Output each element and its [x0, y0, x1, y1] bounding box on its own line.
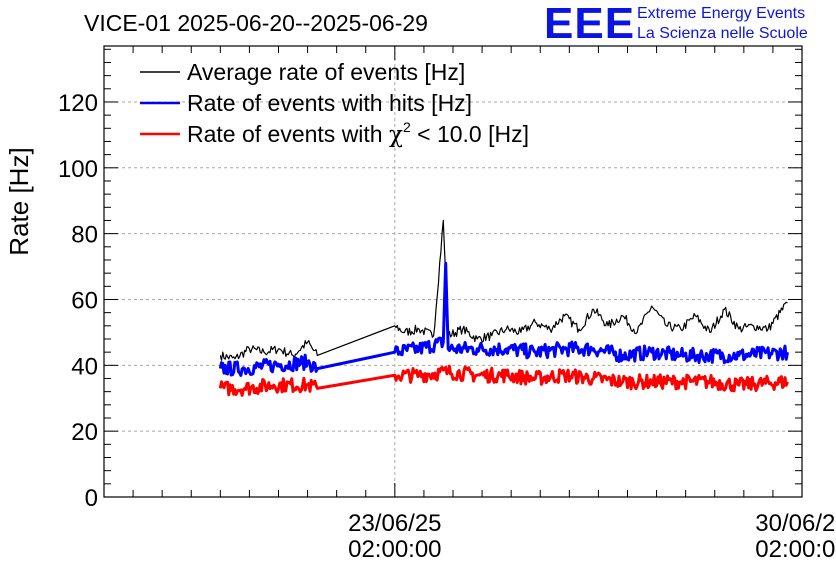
x-tick-label-date: 30/06/25 [755, 510, 836, 537]
legend-label-1: Average rate of events [Hz] [187, 59, 465, 85]
series-line-3 [218, 364, 789, 397]
y-tick-label: 20 [71, 419, 98, 446]
eee-logo-mark: EEE [544, 0, 636, 48]
series-line-1 [219, 219, 788, 361]
y-tick-label: 0 [85, 485, 98, 512]
y-axis-label: Rate [Hz] [4, 147, 34, 255]
chart-title: VICE-01 2025-06-20--2025-06-29 [84, 10, 428, 36]
y-tick-label: 100 [58, 156, 98, 183]
eee-logo-line1: Extreme Energy Events [637, 5, 806, 22]
y-tick-label: 40 [71, 353, 98, 380]
y-tick-label: 60 [71, 287, 98, 314]
eee-logo: EEE [544, 2, 635, 46]
x-tick-label-date: 23/06/25 [348, 510, 441, 537]
eee-logo-line2: La Scienza nelle Scuole [637, 25, 808, 42]
x-tick-label-time: 02:00:00 [348, 536, 441, 563]
eee-logo-caption: Extreme Energy Events La Scienza nelle S… [637, 4, 808, 44]
legend-label-2: Rate of events with hits [Hz] [187, 90, 472, 116]
series-group [218, 219, 789, 397]
y-tick-label: 80 [71, 222, 98, 249]
legend-label-3: Rate of events with χ2 < 10.0 [Hz] [187, 119, 529, 148]
axes: 02040608010012023/06/2502:00:0030/06/250… [58, 46, 836, 563]
x-tick-label-time: 02:00:00 [755, 536, 836, 563]
series-line-2 [218, 261, 789, 377]
y-tick-label: 120 [58, 90, 98, 117]
legend: Average rate of events [Hz] Rate of event… [140, 59, 529, 148]
